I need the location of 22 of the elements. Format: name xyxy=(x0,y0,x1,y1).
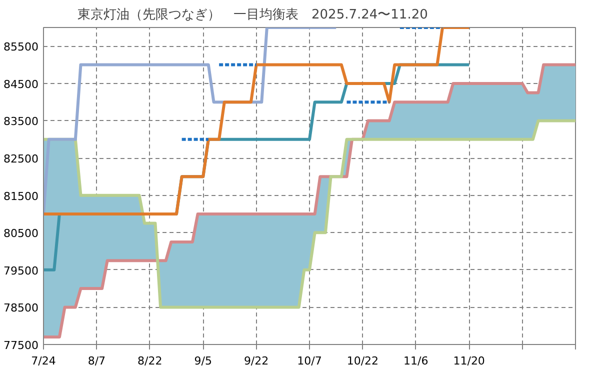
x-tick-label: 7/24 xyxy=(31,354,56,368)
x-tick-label: 11/6 xyxy=(404,354,428,368)
line-series xyxy=(44,28,338,216)
x-tick-label: 9/22 xyxy=(244,354,269,368)
x-tick-label: 11/20 xyxy=(453,354,485,368)
y-tick-label: 77500 xyxy=(4,339,39,352)
x-tick-label: 8/7 xyxy=(88,354,106,368)
x-tick-label: 10/22 xyxy=(346,354,379,368)
x-tick-label: 10/7 xyxy=(297,354,322,368)
y-tick-label: 84500 xyxy=(4,78,39,91)
y-tick-label: 83500 xyxy=(4,115,39,128)
y-tick-label: 79500 xyxy=(4,264,39,278)
y-tick-label: 80500 xyxy=(4,227,39,240)
y-tick-label: 78500 xyxy=(4,302,39,315)
chart-title: 東京灯油（先限つなぎ） 一目均衡表 2025.7.24〜11.20 xyxy=(78,8,428,22)
y-tick-label: 85500 xyxy=(4,40,39,54)
line-series xyxy=(44,28,471,216)
x-tick-label: 8/22 xyxy=(138,354,162,368)
y-tick-label: 81500 xyxy=(4,190,39,203)
line-series xyxy=(44,119,576,309)
x-tick-label: 9/5 xyxy=(194,354,212,368)
y-tick-label: 82500 xyxy=(4,152,39,166)
